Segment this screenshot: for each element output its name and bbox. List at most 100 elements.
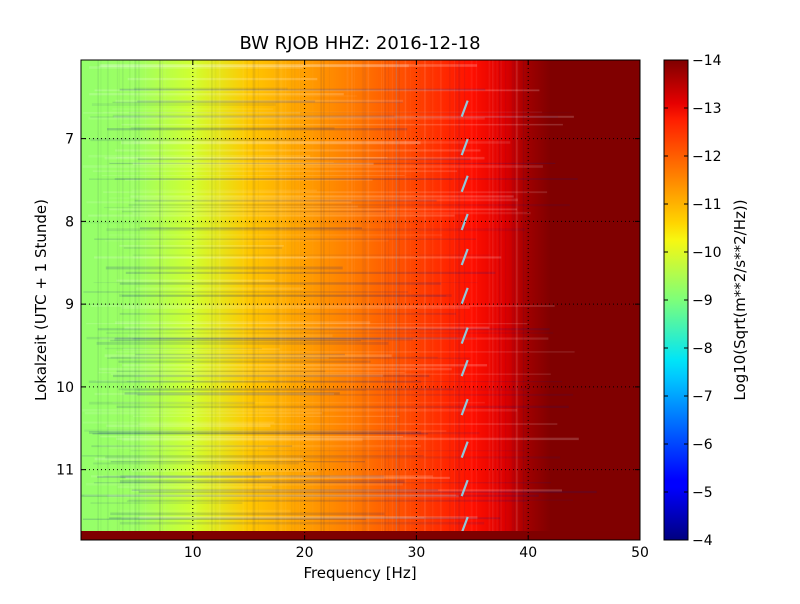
spectrogram-stripe [130,450,526,452]
spectrogram-stripe [118,388,454,391]
spectrogram-stripe [109,517,501,520]
spectrogram-stripe [91,103,276,106]
spectrum-background [81,60,640,540]
y-axis: 7 8 9 10 11 [56,132,640,479]
spectrogram-stripe [94,392,334,396]
spectrogram-stripe [106,332,554,334]
spectral-line [455,60,457,540]
spectrogram-stripe [112,108,274,110]
spectral-line [470,60,473,540]
spectrogram-stripe [121,516,425,519]
spectral-line [499,60,501,540]
spectral-mark [460,287,469,305]
spectral-mark [460,441,469,458]
spectral-line [282,60,284,540]
colorbar-ticks: −4 −5 −6 −7 −8 −9 −10 −11 −12 −13 −14 [664,53,722,549]
spectral-line [300,60,301,540]
spectral-line [458,60,461,540]
spectrogram-stripe [119,521,485,525]
spectral-marks [395,60,469,540]
spectral-mark [460,479,469,497]
spectrogram-stripe [105,347,262,350]
spectrogram-stripe [126,500,527,502]
spectral-line [500,60,502,540]
spectrogram-stripe [118,509,291,513]
plot-area [81,60,640,540]
spectral-line [215,60,217,540]
spectral-line [361,60,364,540]
spectrogram-stripe [91,445,293,448]
spectrogram-stripe [88,154,311,158]
spectrogram-stripe [99,337,549,340]
spectrogram-stripe [93,282,478,284]
spectrogram-stripe [90,475,433,478]
spectral-line [323,60,325,540]
spectral-line [284,60,287,540]
spectrogram-stripe [125,271,496,274]
spectrogram-stripe [119,282,442,285]
spectral-line [351,60,353,540]
spectral-line [354,60,355,540]
x-axis-label: Frequency [Hz] [303,564,416,582]
spectrogram-stripe [104,156,485,160]
spectrogram-stripe [123,348,280,351]
spectral-line [410,60,411,540]
spectral-line [299,60,300,540]
spectral-line [439,60,442,540]
spectrogram-stripe [127,77,318,81]
spectrogram-stripe [92,433,429,435]
spectral-line [454,60,456,540]
spectrogram-stripe [130,127,335,130]
spectrogram-stripe [105,456,561,459]
spectrogram-stripe [82,165,543,168]
spectrogram-stripe [121,141,421,145]
spectrogram-stripe [89,431,422,434]
spectrogram-stripe [107,430,447,432]
spectral-line [381,60,382,540]
spectral-line [488,60,491,540]
spectrogram-stripe [137,158,471,161]
spectrogram-stripe [84,412,323,415]
spectrogram-stripe [121,306,470,309]
spectrogram-stripe [94,457,303,461]
spectral-line [161,60,163,540]
chart-title: BW RJOB HHZ: 2016-12-18 [239,33,480,54]
spectral-line [391,60,393,540]
spectral-line [493,60,495,540]
spectral-line [388,60,389,540]
x-tick-label: 20 [296,545,314,561]
spectrogram-stripe [109,162,556,164]
spectrogram-stripe [119,294,452,297]
spectrogram-stripe [113,115,574,118]
spectrogram-stripe [83,112,301,114]
spectral-line [164,60,166,540]
spectrogram-stripe [123,246,283,249]
spectral-mark [460,138,469,156]
spectrogram-stripe [89,178,453,180]
spectrogram-stripe [114,178,578,180]
spectrogram-stripe [94,89,540,92]
spectrogram-stripe [95,380,269,382]
spectral-line [209,60,211,540]
spectrogram-stripe [98,432,480,435]
spectrogram-stripe [97,476,261,478]
spectral-line [363,60,366,540]
spectral-line [511,60,514,540]
spectrogram-stripe [133,256,308,259]
spectrogram-stripe [81,494,539,497]
spectral-line [368,60,369,540]
spectrogram-stripe [82,455,424,457]
spectrogram-stripe [89,401,255,405]
spectrogram-stripe [140,227,362,230]
y-tick-label: 8 [65,214,74,230]
spectrogram-stripe [109,197,302,199]
y-tick-label: 9 [65,297,74,313]
spectrogram-stripe [100,64,478,67]
spectrogram-stripe [114,337,413,341]
spectrogram-stripe [89,66,303,69]
spectral-line [475,60,478,540]
colorbar-tick-label: −11 [692,197,722,213]
y-axis-label: Lokalzeit (UTC + 1 Stunde) [32,199,50,401]
